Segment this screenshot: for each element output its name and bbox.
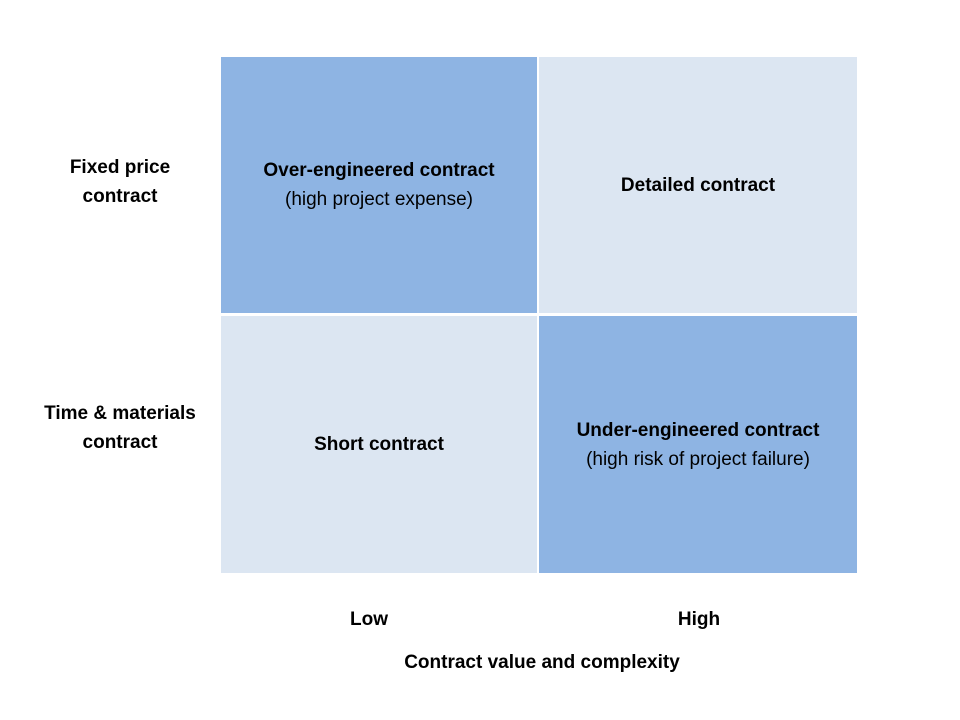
row-label-fixed-price: Fixed price contract: [20, 153, 220, 211]
row-label-line: contract: [82, 432, 158, 453]
quadrant-grid: Over-engineered contract (high project e…: [221, 57, 857, 573]
quadrant-title: Under-engineered contract: [576, 419, 820, 441]
row-label-line: Fixed price: [69, 157, 171, 178]
quadrant-subtitle: (high project expense): [285, 189, 473, 210]
column-label-high: High: [677, 609, 721, 630]
quadrant-title: Short contract: [314, 434, 444, 455]
quadrant-short: Short contract: [221, 316, 537, 573]
quadrant-over-engineered: Over-engineered contract (high project e…: [221, 57, 537, 313]
row-label-line: Time & materials: [44, 403, 196, 424]
quadrant-under-engineered: Under-engineered contract (high risk of …: [539, 316, 857, 573]
quadrant-title: Detailed contract: [620, 174, 776, 196]
quadrant-subtitle: (high risk of project failure): [586, 448, 810, 470]
row-label-time-materials: Time & materials contract: [20, 399, 220, 457]
quadrant-detailed: Detailed contract: [539, 57, 857, 313]
quadrant-title: Over-engineered contract: [263, 160, 495, 181]
x-axis-title: Contract value and complexity: [404, 652, 680, 673]
column-label-low: Low: [350, 609, 388, 630]
row-label-line: contract: [82, 186, 158, 207]
